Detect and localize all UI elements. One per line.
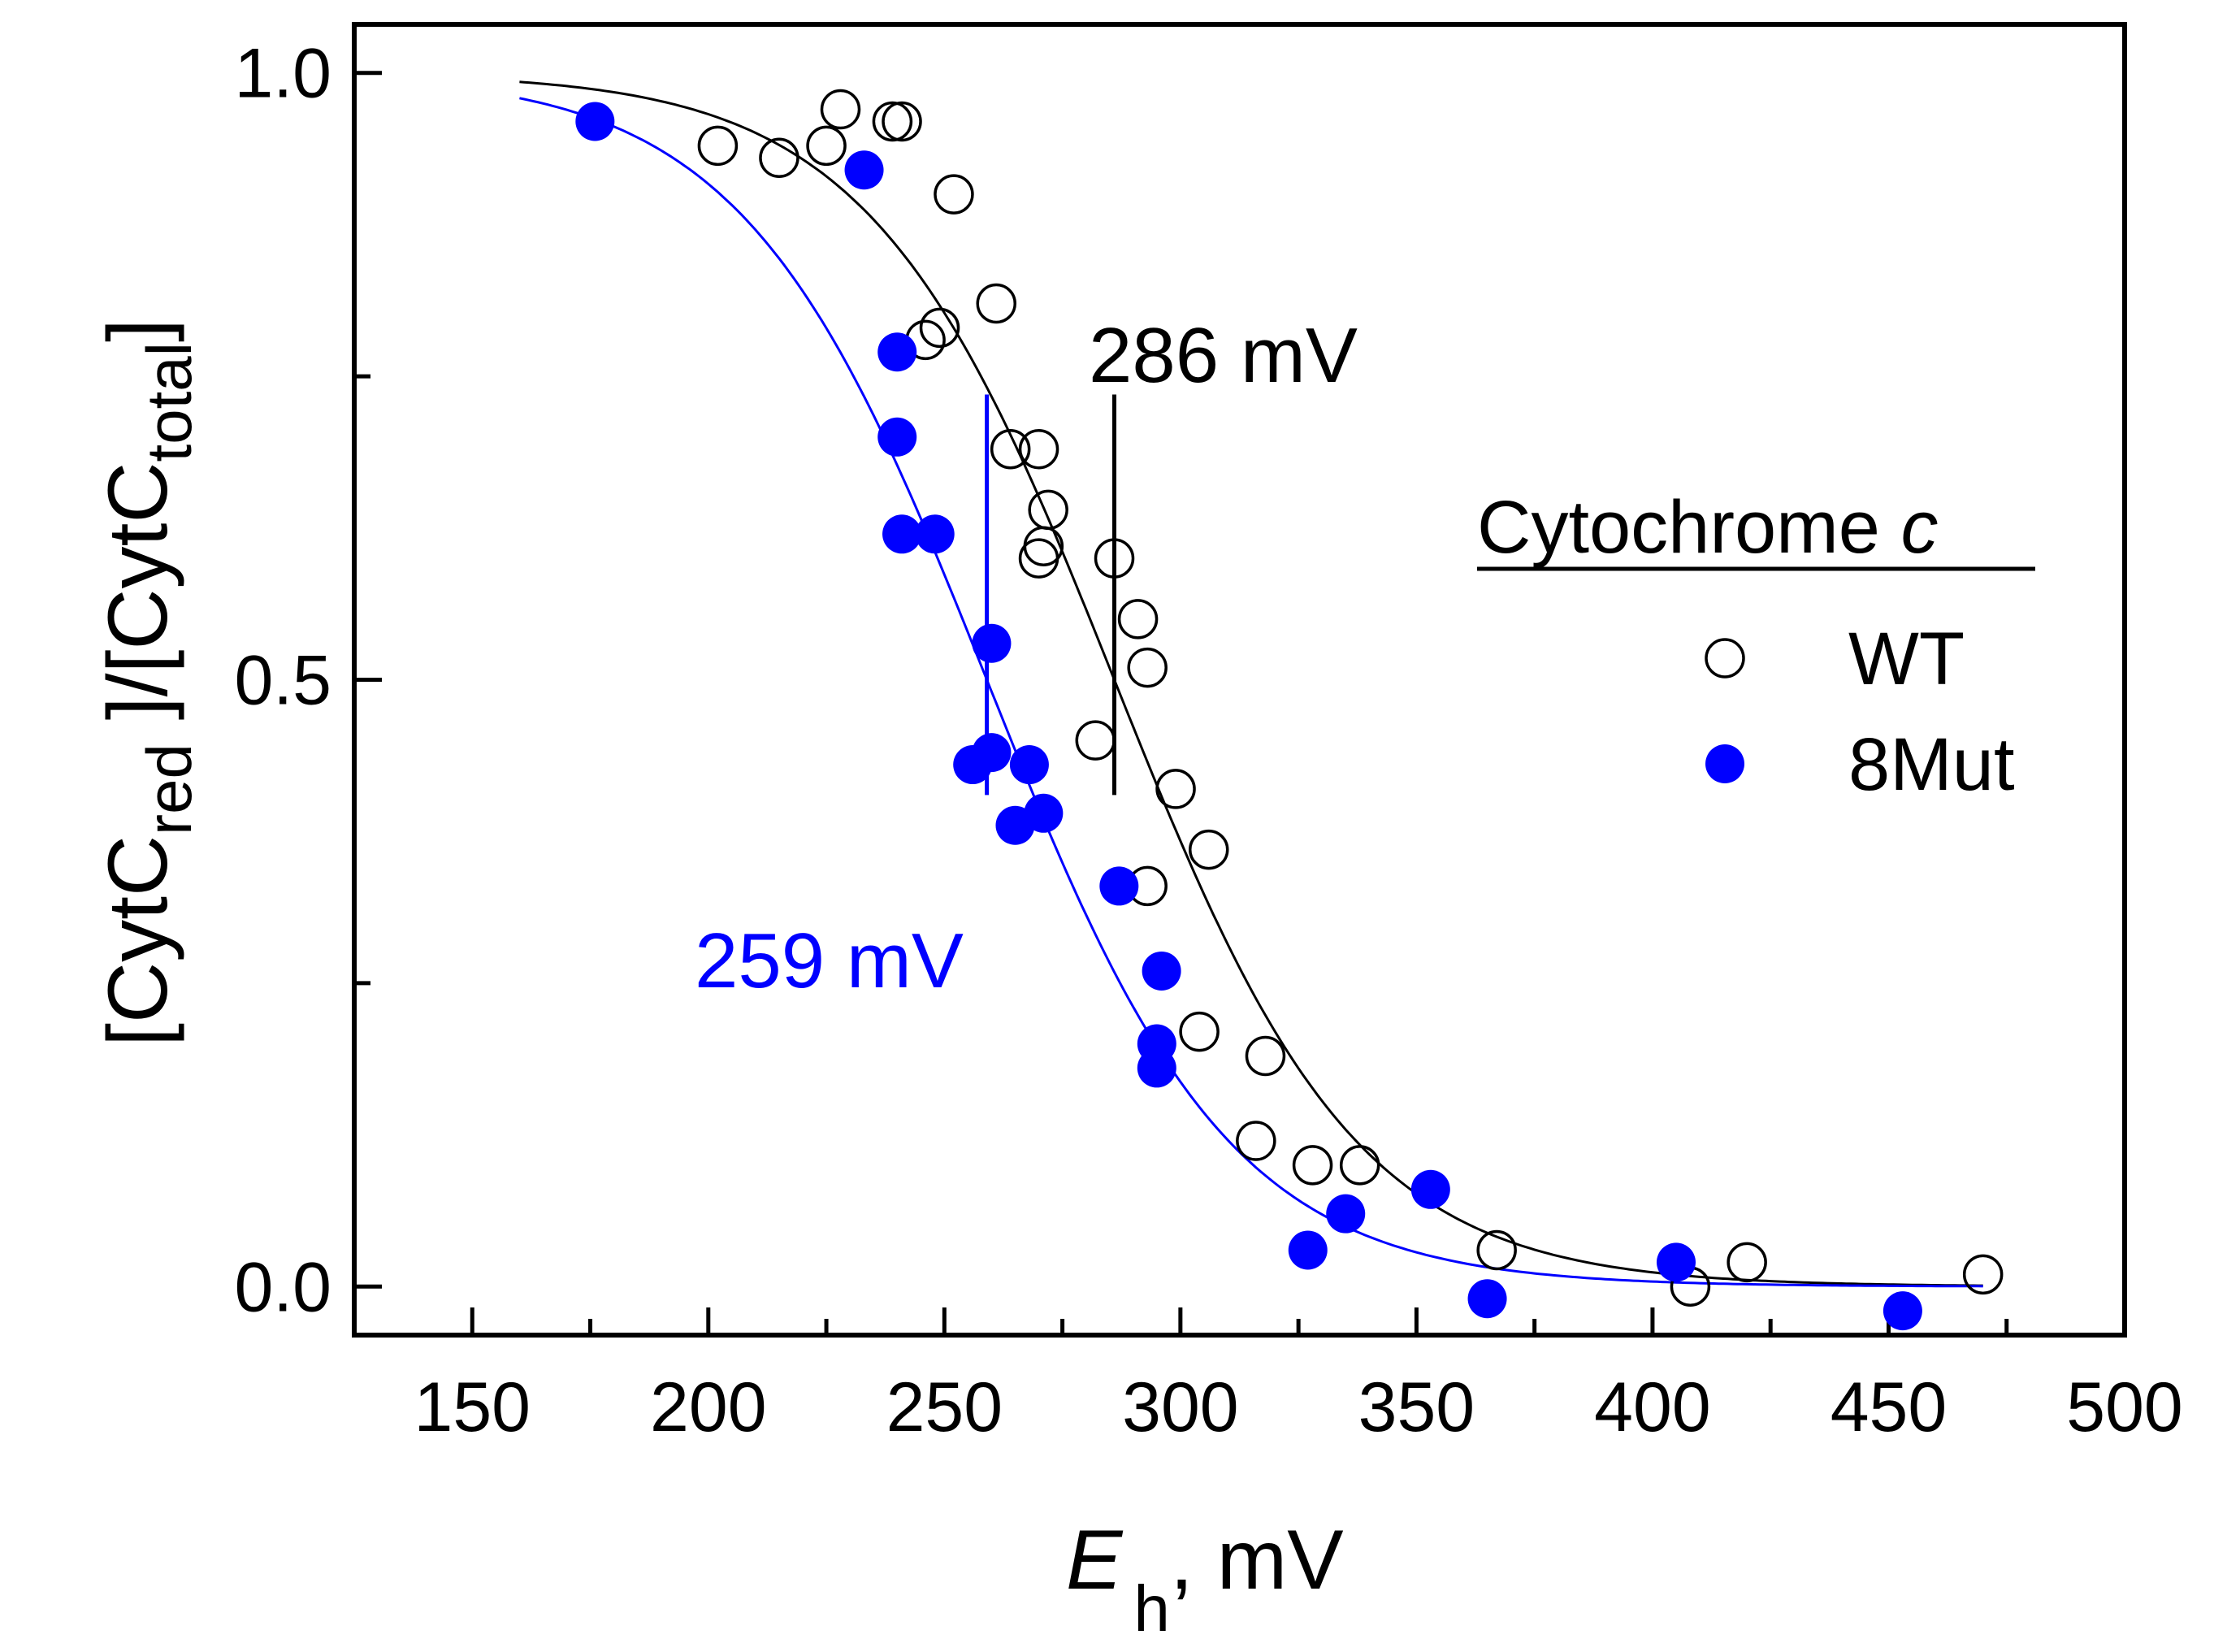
point-wt	[1094, 538, 1135, 579]
fit-curves	[519, 80, 1983, 1288]
point-wt	[934, 174, 974, 215]
y-axis-title-open: [	[91, 1023, 185, 1047]
point-wt	[1179, 1011, 1220, 1052]
point-8mut	[877, 332, 917, 372]
midpoint-markers	[985, 394, 1117, 796]
point-8mut	[877, 417, 917, 457]
point-8mut	[844, 150, 884, 190]
point-wt	[1028, 489, 1068, 531]
point-wt	[1292, 1145, 1333, 1186]
x-tick-label: 150	[414, 1368, 531, 1446]
point-wt	[806, 125, 847, 167]
x-tick-label: 400	[1594, 1368, 1711, 1446]
point-wt	[919, 307, 960, 349]
point-wt	[1245, 1035, 1286, 1077]
x-axis-title-main: E	[1066, 1513, 1124, 1607]
point-wt	[1236, 1121, 1276, 1161]
legend-marker-8mut	[1705, 744, 1744, 783]
point-wt	[1962, 1254, 2004, 1295]
point-8mut	[915, 514, 955, 554]
point-wt	[1075, 720, 1116, 761]
y-axis-title-part1: CytC	[91, 835, 185, 1023]
point-wt	[1155, 769, 1196, 809]
point-wt	[1339, 1145, 1380, 1186]
point-8mut	[1009, 745, 1049, 785]
x-axis-title: Eh, mV	[1066, 1513, 1344, 1645]
point-wt	[1018, 428, 1059, 470]
point-8mut	[575, 102, 615, 141]
y-tick-label: 0.0	[234, 1248, 331, 1326]
point-8mut	[1142, 951, 1181, 991]
point-wt	[872, 101, 913, 142]
legend-title-text: Cytochrome	[1477, 486, 1901, 569]
point-8mut	[1467, 1279, 1507, 1319]
y-tick-label: 1.0	[234, 35, 331, 113]
point-wt	[1727, 1242, 1767, 1283]
legend-label-8mut: 8Mut	[1848, 723, 2015, 806]
legend-label-wt: WT	[1848, 618, 1965, 700]
point-wt	[976, 283, 1017, 324]
point-wt	[1127, 647, 1168, 688]
point-8mut	[882, 514, 922, 554]
x-axis-title-sub: h	[1133, 1572, 1170, 1645]
x-axis-title-unit: , mV	[1170, 1513, 1344, 1607]
legend-marker-wt	[1705, 638, 1745, 679]
legend-title: Cytochrome c	[1477, 486, 1939, 569]
y-axis-title-part2: CytC	[91, 462, 185, 649]
x-tick-label: 500	[2066, 1368, 2183, 1446]
legend: Cytochrome c WT 8Mut	[1477, 486, 2035, 806]
legend-title-italic: c	[1901, 486, 1939, 569]
point-wt	[1476, 1229, 1517, 1271]
point-wt	[1117, 599, 1159, 640]
y-axis-title: [CytCred ]/[CytCtotal]	[91, 319, 205, 1047]
data-points	[575, 89, 2004, 1331]
axis-ticks	[352, 71, 2009, 1335]
point-8mut	[1656, 1242, 1696, 1282]
point-wt	[697, 125, 739, 167]
point-wt	[820, 89, 861, 130]
point-8mut	[1410, 1169, 1450, 1209]
fit-curve-wt	[519, 80, 1983, 1287]
point-wt	[1188, 829, 1229, 870]
point-8mut	[1024, 793, 1064, 833]
x-tick-label: 200	[650, 1368, 767, 1446]
y-axis-title-sub1: red	[133, 744, 205, 835]
y-tick-label: 0.5	[234, 642, 331, 720]
axis-tick-labels: 150 200 250 300 350 400 450 500 0.0 0.5 1.0	[234, 35, 2182, 1446]
y-axis-title-sub2: total	[133, 342, 205, 462]
point-8mut	[1099, 866, 1139, 906]
point-wt	[1023, 526, 1064, 566]
point-8mut	[1137, 1048, 1176, 1088]
point-8mut	[1288, 1230, 1328, 1270]
point-8mut	[1326, 1194, 1366, 1234]
y-axis-title-middle: ]/[	[91, 649, 185, 744]
point-8mut	[972, 733, 1012, 773]
wt-midpoint-label: 286 mV	[1089, 312, 1358, 399]
x-tick-label: 250	[886, 1368, 1003, 1446]
fit-curve-8mut	[519, 97, 1983, 1288]
y-axis-title-close: ]	[91, 319, 185, 342]
point-wt	[759, 137, 799, 179]
point-wt	[882, 101, 922, 142]
x-tick-label: 300	[1122, 1368, 1239, 1446]
point-8mut	[972, 623, 1012, 663]
point-8mut	[1883, 1291, 1922, 1331]
x-tick-label: 450	[1831, 1368, 1948, 1446]
mut-midpoint-label: 259 mV	[695, 917, 964, 1004]
point-wt	[990, 428, 1031, 470]
x-tick-label: 350	[1358, 1368, 1475, 1446]
